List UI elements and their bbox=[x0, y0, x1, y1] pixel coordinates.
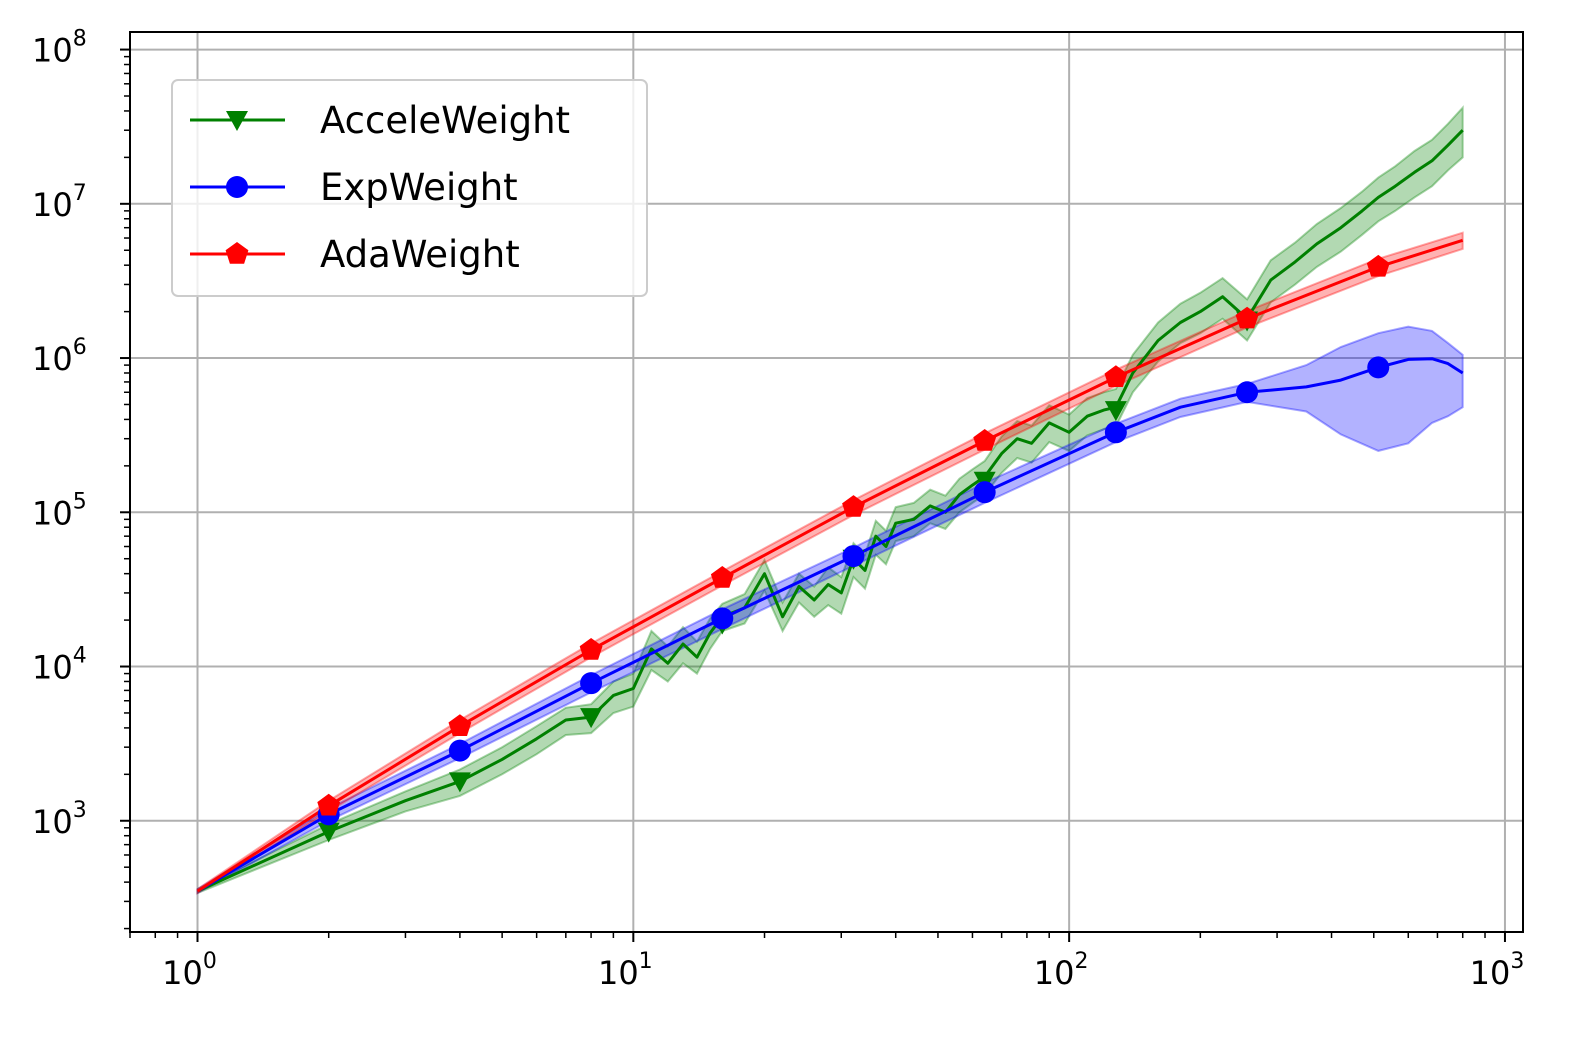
y-tick-label-base: 10 bbox=[32, 186, 73, 224]
confidence-bands bbox=[196, 105, 1464, 895]
expweight-marker bbox=[1367, 356, 1390, 379]
x-tick-label-base: 10 bbox=[1034, 954, 1075, 992]
y-tick-label-base: 10 bbox=[32, 32, 73, 70]
y-tick-label-exponent: 8 bbox=[73, 27, 87, 52]
y-tick-label: 105 bbox=[32, 489, 87, 532]
legend-label-expweight: ExpWeight bbox=[320, 166, 518, 209]
plot-frame bbox=[129, 31, 1524, 933]
expweight-marker bbox=[1236, 381, 1259, 404]
legend-label-acceleweight: AcceleWeight bbox=[320, 99, 570, 142]
x-tick-label: 101 bbox=[598, 949, 653, 992]
y-tick-label-base: 10 bbox=[32, 340, 73, 378]
y-tick-label: 106 bbox=[32, 335, 87, 378]
legend-marker-adaweight bbox=[225, 242, 249, 264]
legend-label-adaweight: AdaWeight bbox=[320, 233, 520, 276]
adaweight-marker bbox=[448, 714, 472, 736]
y-tick-label-base: 10 bbox=[32, 494, 73, 532]
acceleweight-band bbox=[196, 105, 1464, 895]
adaweight-marker bbox=[710, 566, 734, 588]
y-tick-label: 107 bbox=[32, 181, 87, 224]
x-tick-label-exponent: 2 bbox=[1075, 949, 1089, 974]
acceleweight-marker bbox=[317, 822, 340, 843]
expweight-line bbox=[196, 357, 1464, 893]
legend-box bbox=[171, 79, 648, 297]
expweight-marker bbox=[711, 607, 734, 630]
y-tick-label-exponent: 4 bbox=[73, 644, 87, 669]
y-tick-label-exponent: 3 bbox=[73, 798, 87, 823]
acceleweight-line bbox=[196, 129, 1464, 893]
y-tick-label: 104 bbox=[32, 644, 87, 687]
legend: AcceleWeight ExpWeight AdaWeight bbox=[171, 79, 648, 297]
y-tick-label-exponent: 6 bbox=[73, 335, 87, 360]
x-tick-label-exponent: 3 bbox=[1510, 949, 1524, 974]
x-tick-label-exponent: 0 bbox=[203, 949, 217, 974]
adaweight-marker bbox=[317, 793, 341, 816]
acceleweight-marker bbox=[580, 708, 603, 729]
x-tick-label-base: 10 bbox=[598, 954, 639, 992]
legend-marker-expweight bbox=[226, 176, 248, 198]
x-tick-label: 103 bbox=[1470, 949, 1525, 992]
adaweight-marker bbox=[842, 495, 865, 517]
x-tick-label-base: 10 bbox=[1470, 954, 1511, 992]
y-tick-label-exponent: 7 bbox=[73, 181, 87, 206]
expweight-marker bbox=[1104, 421, 1127, 444]
y-tick-label-exponent: 5 bbox=[73, 489, 87, 514]
expweight-marker bbox=[580, 672, 603, 695]
expweight-marker bbox=[973, 481, 996, 504]
y-tick-label: 103 bbox=[32, 798, 87, 841]
acceleweight-marker bbox=[1104, 401, 1127, 422]
x-tick-label-base: 10 bbox=[162, 954, 203, 992]
expweight-marker bbox=[448, 739, 471, 762]
series-markers bbox=[317, 254, 1390, 843]
adaweight-marker bbox=[973, 429, 997, 451]
adaweight-band bbox=[196, 231, 1464, 895]
adaweight-marker bbox=[1366, 254, 1390, 277]
acceleweight-marker bbox=[448, 772, 471, 793]
y-tick-label-base: 10 bbox=[32, 649, 73, 687]
expweight-band bbox=[196, 325, 1464, 895]
adaweight-marker bbox=[1104, 365, 1128, 387]
adaweight-marker bbox=[579, 638, 603, 660]
y-tick-label: 108 bbox=[32, 27, 87, 70]
x-tick-label-exponent: 1 bbox=[639, 949, 653, 974]
legend-marker-acceleweight bbox=[226, 111, 248, 131]
x-tick-label: 102 bbox=[1034, 949, 1089, 992]
y-tick-label-base: 10 bbox=[32, 803, 73, 841]
adaweight-marker bbox=[1235, 306, 1259, 329]
expweight-marker bbox=[842, 545, 865, 568]
x-tick-label: 100 bbox=[162, 949, 217, 992]
